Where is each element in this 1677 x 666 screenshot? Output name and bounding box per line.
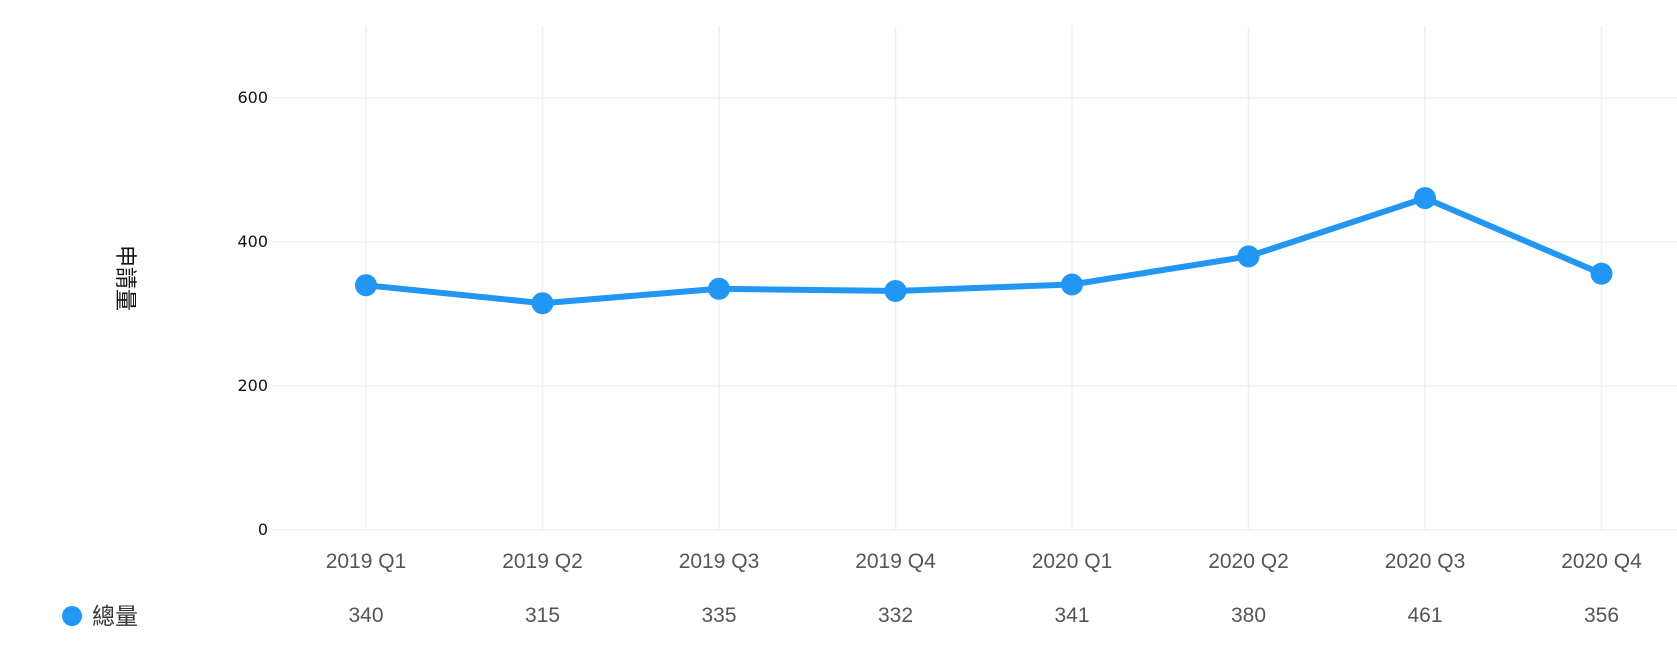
table-value: 340: [348, 604, 383, 627]
x-tick-label: 2019 Q2: [502, 550, 583, 573]
series-line: [363, 195, 1605, 307]
y-axis: 0 200 400 600: [237, 88, 268, 539]
data-point[interactable]: [1590, 262, 1613, 285]
grid-layer: [268, 26, 1677, 531]
y-tick-label: 600: [237, 88, 268, 107]
data-point[interactable]: [1061, 273, 1083, 296]
x-tick-label: 2020 Q3: [1385, 550, 1466, 573]
y-tick-label: 400: [237, 232, 268, 251]
table-value: 380: [1231, 604, 1266, 627]
table-value: 356: [1584, 604, 1619, 627]
data-point[interactable]: [1237, 245, 1260, 268]
y-axis-label: 申請量: [112, 245, 137, 311]
x-axis: 2019 Q1 2019 Q2 2019 Q3 2019 Q4 2020 Q1 2020 …: [326, 550, 1642, 573]
table-value: 461: [1407, 604, 1442, 627]
legend-label[interactable]: 總量: [92, 604, 138, 630]
x-tick-label: 2020 Q2: [1208, 550, 1289, 573]
y-tick-label: 0: [258, 520, 268, 539]
x-tick-label: 2020 Q4: [1561, 550, 1642, 573]
x-tick-label: 2019 Q3: [679, 550, 760, 573]
legend[interactable]: 總量: [62, 604, 138, 630]
table-value: 332: [878, 604, 913, 627]
legend-marker: [62, 606, 82, 626]
data-point[interactable]: [708, 277, 730, 300]
table-value: 341: [1054, 604, 1089, 627]
data-point[interactable]: [884, 279, 907, 302]
y-axis-label-group: 申請量: [112, 245, 137, 311]
table-value: 335: [701, 604, 736, 627]
data-point[interactable]: [355, 274, 377, 297]
x-tick-label: 2019 Q1: [326, 550, 407, 573]
series-layer: [355, 187, 1613, 315]
x-tick-label: 2020 Q1: [1032, 550, 1113, 573]
data-table-row: 340 315 335 332 341 380 461 356: [348, 604, 1619, 627]
x-tick-label: 2019 Q4: [855, 550, 936, 573]
y-tick-label: 200: [237, 376, 268, 395]
data-point[interactable]: [531, 292, 554, 315]
data-point[interactable]: [1414, 187, 1436, 210]
table-value: 315: [525, 604, 560, 627]
